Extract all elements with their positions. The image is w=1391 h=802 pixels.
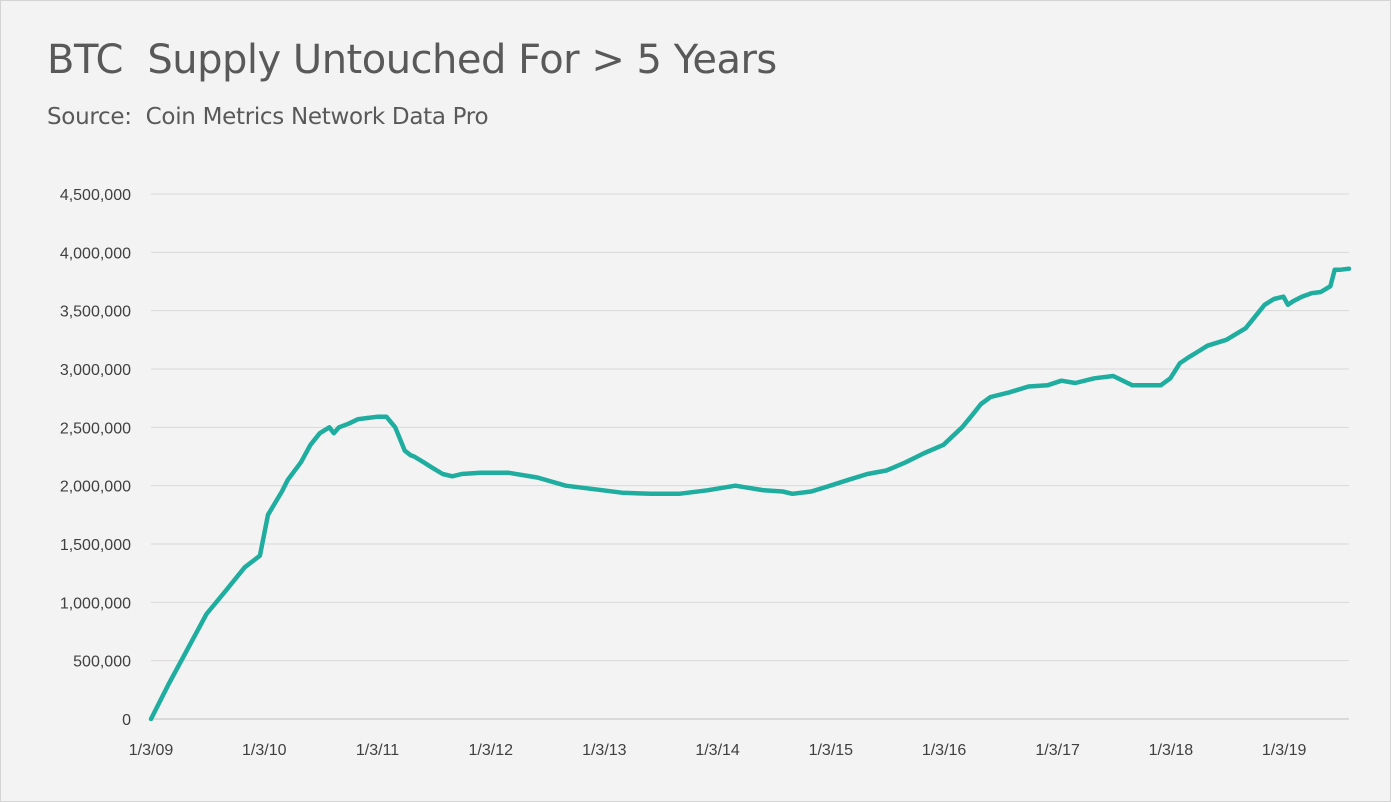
y-tick-label: 2,000,000 <box>60 479 131 496</box>
x-axis-ticks: 1/3/09 1/3/10 1/3/11 1/3/12 1/3/13 1/3/14 1/3/… <box>129 742 1307 759</box>
y-tick-label: 4,500,000 <box>60 187 131 204</box>
y-tick-label: 3,500,000 <box>60 304 131 321</box>
gridlines <box>151 193 1349 720</box>
chart-title: BTC Supply Untouched For > 5 Years <box>47 37 777 83</box>
x-tick-label: 1/3/09 <box>129 742 174 759</box>
x-tick-label: 1/3/10 <box>242 742 287 759</box>
x-tick-label: 1/3/12 <box>469 742 514 759</box>
y-tick-label: 2,500,000 <box>60 420 131 437</box>
series-line <box>148 266 1352 722</box>
x-tick-label: 1/3/14 <box>695 742 740 759</box>
y-tick-label: 3,000,000 <box>60 362 131 379</box>
x-tick-label: 1/3/19 <box>1262 742 1307 759</box>
x-tick-label: 1/3/17 <box>1035 742 1080 759</box>
x-tick-label: 1/3/13 <box>582 742 627 759</box>
x-tick-label: 1/3/15 <box>809 742 854 759</box>
y-tick-label: 500,000 <box>73 654 131 671</box>
x-tick-label: 1/3/18 <box>1149 742 1194 759</box>
x-tick-label: 1/3/11 <box>356 742 399 759</box>
y-axis-ticks: 0 500,000 1,000,000 1,500,000 2,000,000 2,500… <box>60 187 131 729</box>
y-tick-label: 0 <box>122 712 131 729</box>
x-tick-label: 1/3/16 <box>922 742 967 759</box>
y-tick-label: 4,000,000 <box>60 245 131 262</box>
y-tick-label: 1,000,000 <box>60 595 131 612</box>
series-group <box>148 266 1352 722</box>
chart-subtitle: Source: Coin Metrics Network Data Pro <box>47 104 489 130</box>
y-tick-label: 1,500,000 <box>60 537 131 554</box>
